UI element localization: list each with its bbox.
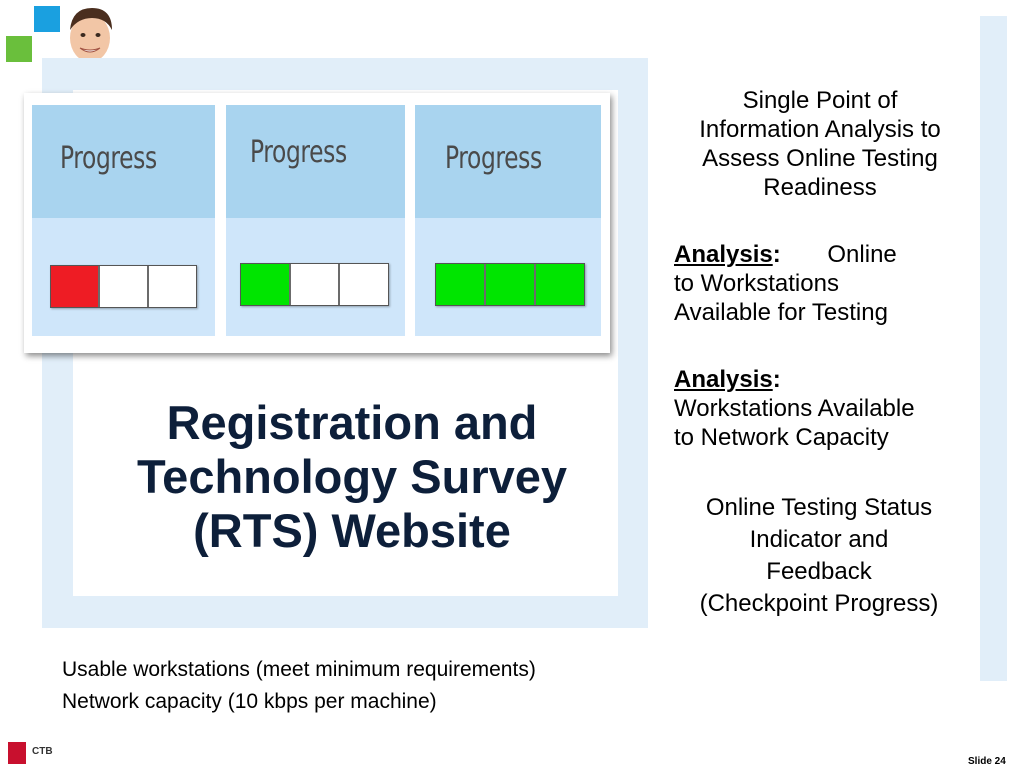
- progress-segment: [241, 264, 291, 305]
- progress-card: Progress: [32, 105, 215, 336]
- analysis-network-text: Analysis: Workstations Available to Netw…: [674, 366, 915, 451]
- slide-title: Registration and Technology Survey (RTS)…: [136, 396, 568, 557]
- progress-segment: [100, 266, 149, 307]
- right-decor-bar: [980, 16, 1007, 681]
- progress-card-label: Progress: [250, 135, 347, 170]
- person-face-icon: [70, 8, 112, 62]
- slide-number: Slide 24: [968, 756, 1006, 767]
- analysis-online-text: Analysis: Online to Workstations Availab…: [674, 241, 897, 326]
- progress-indicator: [50, 265, 197, 308]
- note-workstations: Usable workstations (meet minimum requir…: [62, 658, 536, 681]
- progress-indicator: [435, 263, 585, 306]
- progress-segment: [536, 264, 584, 305]
- progress-card: Progress: [415, 105, 601, 336]
- progress-segment: [51, 266, 100, 307]
- mcgraw-hill-logo-icon: [8, 742, 26, 764]
- progress-segment: [149, 266, 196, 307]
- progress-segment: [486, 264, 536, 305]
- analysis-label: Analysis: [674, 366, 773, 393]
- status-indicator-text: Online Testing Status Indicator and Feed…: [699, 494, 939, 617]
- logo-square-blue: [34, 6, 60, 32]
- progress-panel: Progress Progress Progress: [24, 93, 610, 353]
- analysis-label: Analysis: [674, 241, 773, 268]
- single-point-text: Single Point of Information Analysis to …: [699, 87, 941, 201]
- progress-segment: [290, 264, 341, 305]
- progress-card-label: Progress: [60, 141, 157, 176]
- progress-card: Progress: [226, 105, 405, 336]
- progress-segment: [340, 264, 389, 305]
- ctb-brand: CTB: [32, 746, 53, 757]
- note-network: Network capacity (10 kbps per machine): [62, 690, 437, 713]
- logo-square-green: [6, 36, 32, 62]
- progress-indicator: [240, 263, 389, 306]
- progress-card-label: Progress: [445, 141, 542, 176]
- progress-segment: [436, 264, 486, 305]
